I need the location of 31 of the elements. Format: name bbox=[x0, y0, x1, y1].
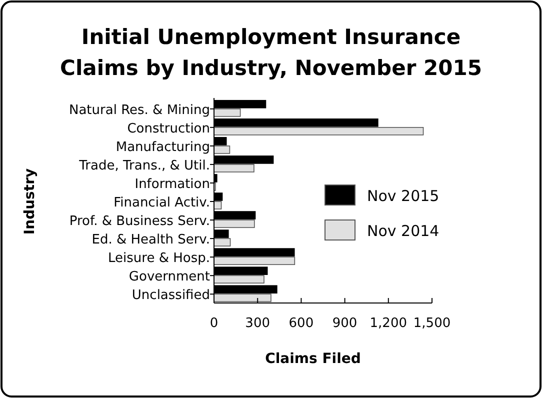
bar bbox=[214, 220, 255, 228]
bar bbox=[214, 256, 296, 265]
x-tick-label: 1,200 bbox=[370, 316, 408, 331]
y-axis-title: Industry bbox=[22, 168, 38, 235]
y-tick-label: Trade, Trans., & Util. bbox=[78, 158, 210, 174]
y-tick-label: Leisure & Hosp. bbox=[108, 251, 210, 266]
bar bbox=[214, 294, 272, 302]
bar bbox=[214, 238, 231, 246]
chart-title: Initial Unemployment Insurance Claims by Industry, November 2015 bbox=[60, 25, 482, 80]
y-tick-label: Manufacturing bbox=[116, 140, 210, 155]
y-tick-label: Information bbox=[134, 176, 210, 192]
bar bbox=[214, 108, 241, 117]
y-tick-label: Government bbox=[128, 270, 210, 285]
y-tick-label: Natural Res. & Mining bbox=[68, 102, 210, 118]
y-tick-label: Financial Activ. bbox=[114, 196, 210, 210]
y-tick-label: Unclassified bbox=[132, 288, 210, 304]
x-axis-title: Claims Filed bbox=[265, 351, 361, 367]
y-tick-label: Prof. & Business Serv. bbox=[69, 214, 210, 230]
x-tick-label: 0 bbox=[210, 316, 218, 331]
legend-label: Nov 2015 bbox=[367, 187, 440, 205]
bar bbox=[214, 146, 230, 154]
x-tick-label: 1,500 bbox=[413, 316, 451, 331]
legend-label: Nov 2014 bbox=[367, 222, 440, 240]
y-tick-label: Construction bbox=[127, 121, 210, 136]
x-tick-label: 300 bbox=[245, 316, 270, 331]
y-tick-label: Ed. & Health Serv. bbox=[92, 232, 210, 248]
bar bbox=[214, 164, 254, 172]
bar bbox=[214, 127, 424, 136]
x-tick-label: 900 bbox=[332, 316, 358, 331]
bar bbox=[214, 275, 264, 284]
x-tick-label: 600 bbox=[288, 316, 314, 331]
